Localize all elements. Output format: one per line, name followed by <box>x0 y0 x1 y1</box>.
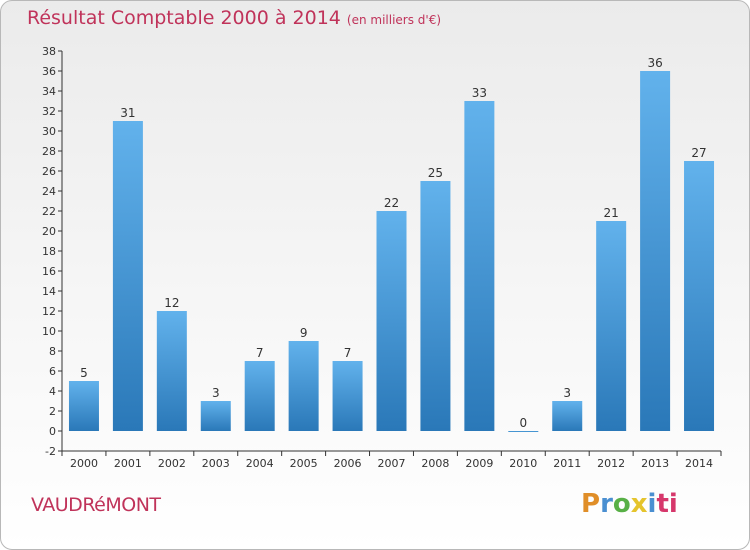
chart-subtitle: (en milliers d'€) <box>346 13 442 27</box>
data-label: 36 <box>647 56 662 70</box>
x-tick-label: 2003 <box>202 457 230 470</box>
chart-title: Résultat Comptable 2000 à 2014 (en millie… <box>27 7 441 29</box>
y-tick-label: 36 <box>42 65 56 78</box>
x-tick-label: 2001 <box>114 457 142 470</box>
y-tick-label: 2 <box>49 405 56 418</box>
y-tick-label: 16 <box>42 265 56 278</box>
bar-2002 <box>156 311 187 431</box>
city-name: VAUDRéMONT <box>31 494 161 516</box>
bar-2005 <box>288 341 319 431</box>
x-tick-label: 2005 <box>290 457 318 470</box>
bar-2010 <box>508 431 539 432</box>
y-tick-label: 28 <box>42 145 56 158</box>
data-label: 31 <box>120 106 135 120</box>
data-label: 3 <box>212 386 220 400</box>
logo-part: P <box>581 489 601 519</box>
y-tick-label: 18 <box>42 245 56 258</box>
proxiti-logo: Proxiti <box>581 489 678 519</box>
bar-2007 <box>376 211 407 431</box>
x-tick-label: 2006 <box>334 457 362 470</box>
bar-2014 <box>684 161 715 431</box>
logo-part: ti <box>656 489 678 519</box>
bar-2003 <box>200 401 231 431</box>
x-tick-label: 2008 <box>421 457 449 470</box>
data-label: 22 <box>384 196 399 210</box>
x-tick-label: 2002 <box>158 457 186 470</box>
y-tick-label: 0 <box>49 425 56 438</box>
logo-part: i <box>647 489 657 519</box>
y-tick-label: 4 <box>49 385 56 398</box>
y-tick-label: 24 <box>42 185 56 198</box>
y-tick-label: 32 <box>42 105 56 118</box>
y-tick-label: -2 <box>45 445 56 458</box>
y-tick-label: 8 <box>49 345 56 358</box>
y-tick-label: 20 <box>42 225 56 238</box>
bar-2009 <box>464 101 495 431</box>
data-label: 7 <box>344 346 352 360</box>
bar-2008 <box>420 181 451 431</box>
data-label: 7 <box>256 346 264 360</box>
y-tick-label: 6 <box>49 365 56 378</box>
bar-2006 <box>332 361 363 431</box>
bar-2012 <box>596 221 627 431</box>
data-label: 12 <box>164 296 179 310</box>
x-tick-label: 2011 <box>553 457 581 470</box>
x-tick-label: 2000 <box>70 457 98 470</box>
bar-2000 <box>68 381 99 431</box>
x-tick-label: 2013 <box>641 457 669 470</box>
y-tick-label: 14 <box>42 285 56 298</box>
x-tick-label: 2009 <box>465 457 493 470</box>
chart-title-text: Résultat Comptable 2000 à 2014 <box>27 7 341 29</box>
y-tick-label: 22 <box>42 205 56 218</box>
y-tick-label: 10 <box>42 325 56 338</box>
bar-2011 <box>552 401 583 431</box>
y-tick-label: 26 <box>42 165 56 178</box>
y-tick-label: 12 <box>42 305 56 318</box>
x-tick-label: 2004 <box>246 457 274 470</box>
bar-2013 <box>640 71 671 431</box>
y-tick-label: 38 <box>42 45 56 58</box>
logo-part: x <box>630 489 648 519</box>
data-label: 9 <box>300 326 308 340</box>
logo-part: o <box>612 489 631 519</box>
logo-part: r <box>600 489 613 519</box>
x-tick-label: 2014 <box>685 457 713 470</box>
bar-2004 <box>244 361 275 431</box>
y-tick-label: 30 <box>42 125 56 138</box>
data-label: 5 <box>80 366 88 380</box>
data-label: 25 <box>428 166 443 180</box>
data-label: 33 <box>472 86 487 100</box>
data-label: 27 <box>691 146 706 160</box>
data-label: 21 <box>604 206 619 220</box>
x-tick-label: 2012 <box>597 457 625 470</box>
data-label: 3 <box>563 386 571 400</box>
data-label: 0 <box>519 416 527 430</box>
bar-2001 <box>112 121 143 431</box>
x-tick-label: 2007 <box>378 457 406 470</box>
y-tick-label: 34 <box>42 85 56 98</box>
x-tick-label: 2010 <box>509 457 537 470</box>
